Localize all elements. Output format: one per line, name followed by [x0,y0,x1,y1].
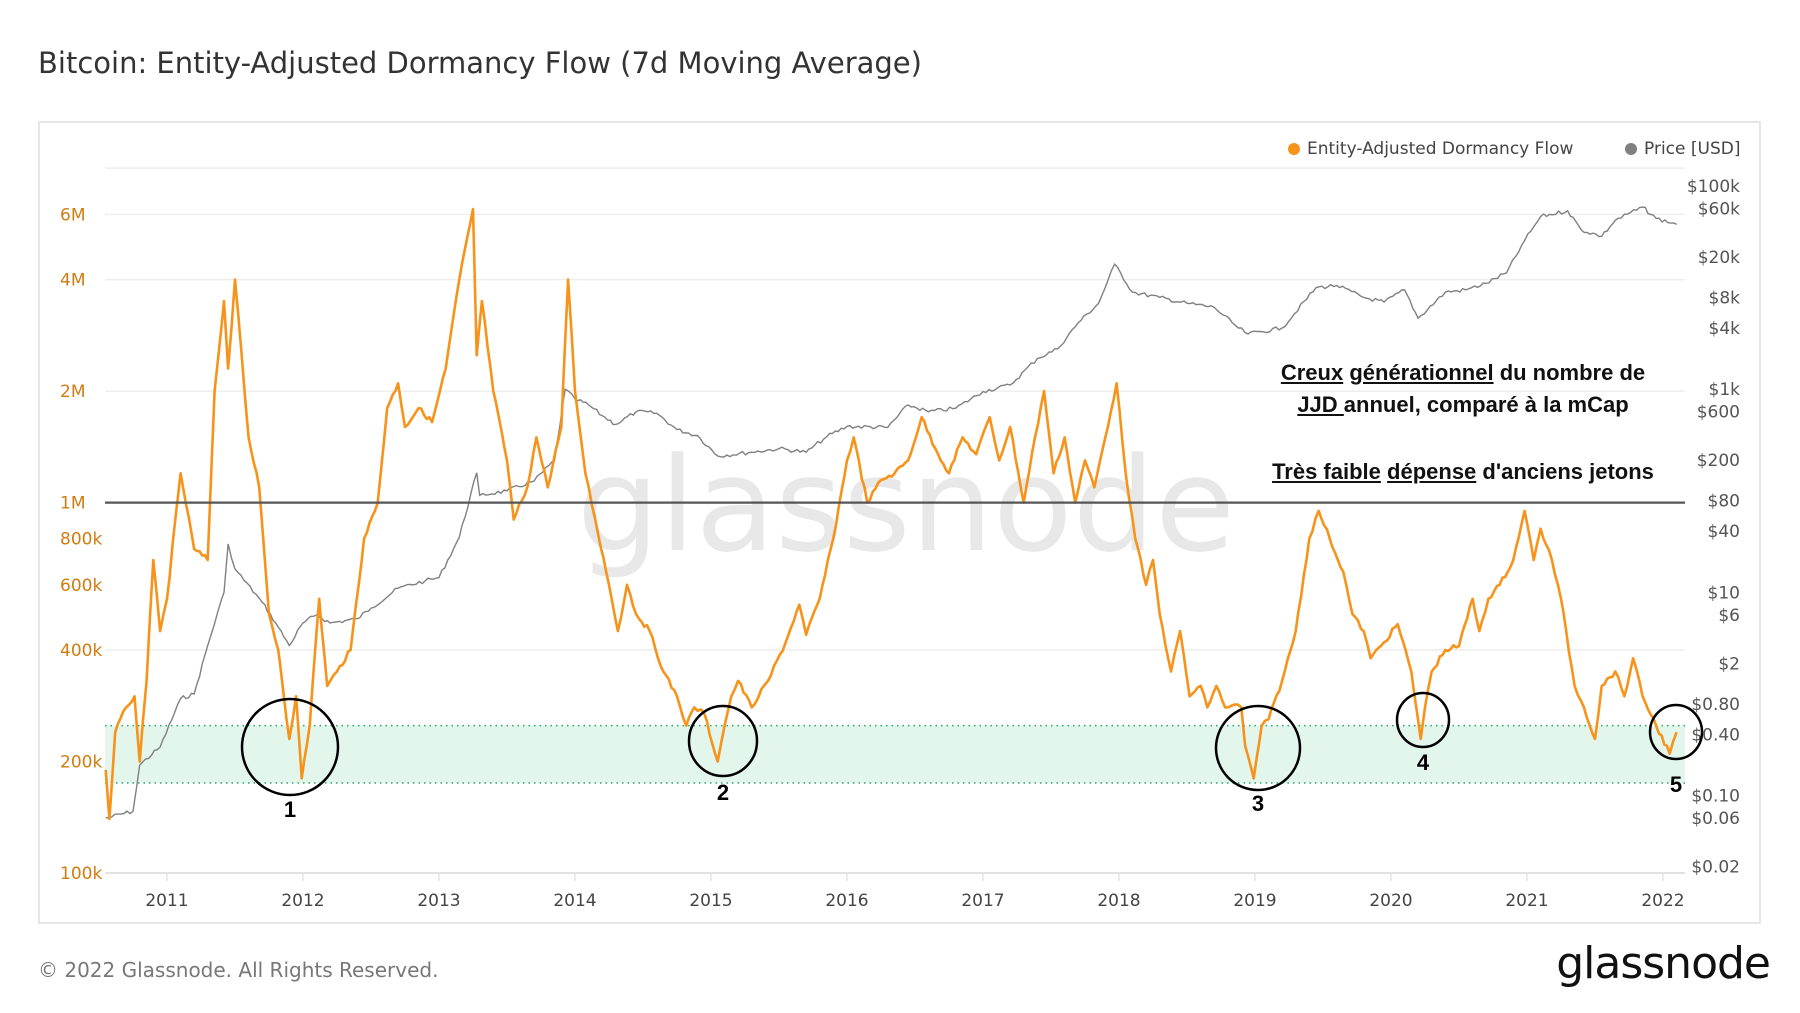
y-right-tick-label: $0.10 [1691,787,1740,807]
y-left-tick-label: 800k [60,530,102,550]
legend-dot-gray-icon [1625,143,1637,155]
y-right-tick-label: $0.80 [1691,695,1740,715]
y-right-tick-label: $10 [1708,583,1740,603]
y-right-tick-label: $6 [1718,606,1740,626]
y-right-tick-label: $0.02 [1691,858,1740,878]
y-right-tick-label: $0.06 [1691,809,1740,829]
legend-dot-orange-icon [1288,143,1300,155]
legend-item-price[interactable]: Price [USD] [1625,139,1740,159]
y-right-tick-label: $60k [1698,200,1740,220]
y-right-tick-label: $4k [1709,319,1741,339]
annotation-line-2: JJD annuel, comparé à la mCap [1297,392,1629,417]
y-right-tick-label: $20k [1698,248,1740,268]
watermark: glassnode [577,429,1235,581]
annotation-line-1: Creux générationnel du nombre de [1280,360,1646,385]
chart-title: Bitcoin: Entity-Adjusted Dormancy Flow (… [38,46,922,80]
annotation-number: 1 [284,797,296,822]
y-right-tick-label: $200 [1697,451,1740,471]
annotation-circle [1395,691,1451,749]
glassnode-logo[interactable]: glassnode [1556,938,1771,989]
x-tick-label: 2019 [1233,891,1276,911]
y-right-tick-label: $2 [1718,654,1740,674]
chart-frame [38,121,1761,924]
y-right-tick-label: $600 [1697,403,1740,423]
price-line [105,206,1677,819]
y-right-tick-label: $0.40 [1691,725,1740,745]
x-tick-label: 2018 [1097,891,1140,911]
y-left-tick-label: 1M [60,494,85,514]
x-tick-label: 2011 [145,891,188,911]
legend-label: Price [USD] [1644,139,1741,159]
x-tick-label: 2017 [961,891,1004,911]
x-tick-label: 2021 [1505,891,1548,911]
y-left-tick-label: 200k [60,753,102,773]
annotation-number: 3 [1252,791,1264,816]
x-tick-label: 2012 [281,891,324,911]
y-left-tick-label: 2M [60,382,85,402]
y-left-tick-label: 6M [60,205,85,225]
y-right-tick-label: $1k [1709,380,1741,400]
x-tick-label: 2014 [553,891,596,911]
y-right-tick-label: $100k [1687,177,1740,197]
annotation-number: 5 [1670,772,1682,797]
annotation-number: 4 [1417,750,1430,775]
annotation-line-3: Très faible dépense d'anciens jetons [1272,459,1654,484]
legend-item-dormancy[interactable]: Entity-Adjusted Dormancy Flow [1288,139,1573,159]
copyright: © 2022 Glassnode. All Rights Reserved. [38,958,439,982]
annotation-circle [240,697,340,797]
y-right-tick-label: $80 [1708,492,1740,512]
x-tick-label: 2015 [689,891,732,911]
y-left-tick-label: 600k [60,576,102,596]
annotation-circle [1648,703,1704,761]
x-tick-label: 2020 [1369,891,1412,911]
annotation-number: 2 [717,780,729,805]
annotation-circle [687,704,759,778]
x-tick-label: 2022 [1641,891,1684,911]
y-left-tick-label: 4M [60,271,85,291]
y-right-tick-label: $8k [1709,288,1741,308]
x-tick-label: 2013 [417,891,460,911]
legend-label: Entity-Adjusted Dormancy Flow [1307,139,1574,159]
y-right-tick-label: $40 [1708,522,1740,542]
low-dormancy-band [105,725,1685,783]
y-left-tick-label: 400k [60,641,102,661]
y-left-tick-label: 100k [60,864,102,884]
dormancy-flow-line [104,207,1678,821]
x-tick-label: 2016 [825,891,868,911]
annotation-circle [1214,704,1302,792]
